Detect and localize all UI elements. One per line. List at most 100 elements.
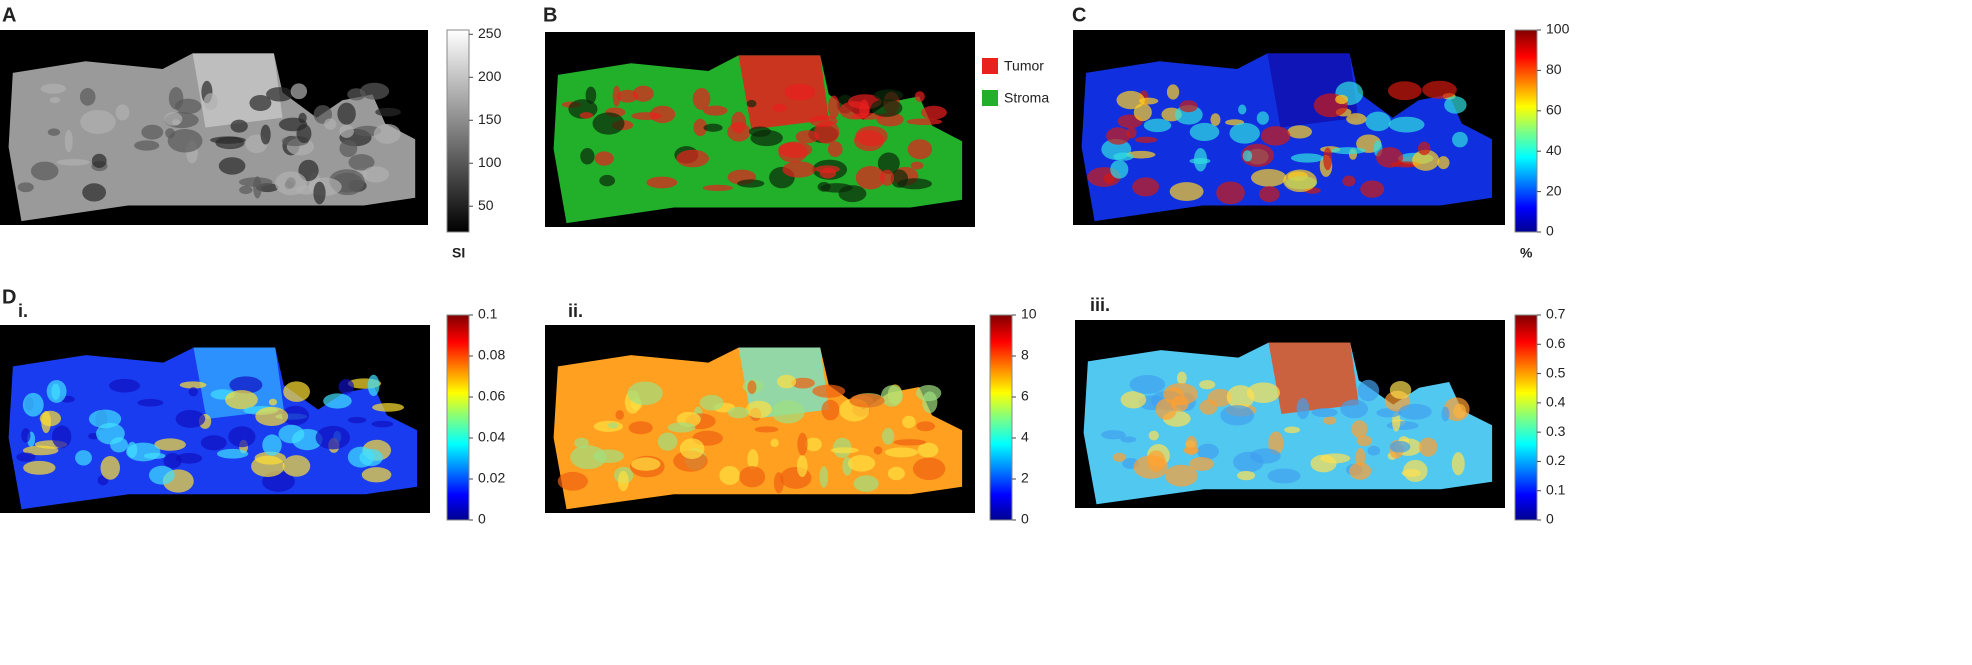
texture-blob [1220, 405, 1255, 426]
texture-blob [249, 95, 272, 112]
colorbar-tick-label: 0.04 [478, 429, 505, 445]
texture-blob [914, 91, 925, 102]
texture-blob [148, 465, 175, 485]
colorbar-unit: % [1520, 245, 1533, 261]
texture-blob [849, 393, 885, 408]
texture-blob [218, 157, 246, 175]
texture-blob [692, 88, 711, 110]
colorbar-tick-label: 200 [478, 68, 502, 84]
colorbar-tick-label: 6 [1021, 388, 1029, 404]
texture-blob [1249, 448, 1281, 464]
texture-blob [1398, 403, 1432, 420]
texture-blob [627, 381, 663, 406]
texture-blob [1437, 156, 1450, 170]
texture-blob [748, 126, 771, 137]
texture-blob [1376, 147, 1404, 168]
texture-blob [324, 118, 337, 130]
texture-blob [693, 118, 708, 137]
texture-blob [1268, 431, 1284, 455]
texture-blob [632, 85, 654, 102]
texture-blob [1418, 437, 1438, 457]
texture-blob [1441, 406, 1450, 422]
texture-blob [126, 442, 161, 462]
texture-blob [230, 119, 248, 133]
panels: A50100150200250SIBTumorStromaC0204060801… [0, 4, 1570, 527]
texture-blob [372, 403, 405, 412]
subpanel-label: iii. [1090, 295, 1110, 315]
texture-blob [1388, 116, 1425, 133]
texture-blob [804, 437, 822, 452]
texture-blob [22, 392, 44, 417]
texture-blob [75, 450, 92, 466]
texture-blob [1323, 147, 1333, 171]
texture-blob [1357, 379, 1380, 402]
texture-blob [612, 85, 621, 107]
texture-blob [1417, 141, 1431, 156]
texture-blob [1284, 426, 1301, 434]
texture-blob [870, 99, 903, 117]
texture-blob [1166, 84, 1180, 100]
colorbar-tick-label: 0.6 [1546, 335, 1566, 351]
texture-blob [1451, 452, 1465, 476]
colorbar-tick-label: 60 [1546, 102, 1562, 118]
panel-label: A [2, 4, 16, 26]
texture-blob [592, 112, 625, 135]
texture-blob [570, 445, 607, 470]
texture-blob [916, 421, 935, 432]
texture-blob [880, 385, 903, 407]
texture-blob [855, 165, 886, 190]
texture-blob [881, 427, 895, 445]
texture-blob [268, 398, 278, 406]
texture-blob [1389, 440, 1411, 453]
texture-blob [347, 446, 375, 468]
texture-blob [747, 448, 759, 470]
texture-blob [1199, 399, 1218, 415]
texture-blob [897, 178, 933, 190]
texture-blob [778, 142, 808, 163]
texture-blob [1189, 456, 1214, 471]
texture-blob [203, 93, 218, 111]
colorbar-tick-label: 0.4 [1546, 394, 1566, 410]
colorbar-tick-label: 100 [478, 154, 502, 170]
texture-blob [1386, 421, 1419, 430]
texture-blob [47, 128, 61, 136]
tumor-region [738, 55, 829, 130]
texture-blob [1229, 122, 1260, 144]
texture-blob [260, 124, 271, 145]
texture-blob [667, 422, 696, 433]
texture-blob [594, 151, 614, 166]
texture-blob [82, 183, 107, 202]
texture-blob [337, 102, 356, 125]
colorbar [1514, 314, 1538, 521]
texture-blob [628, 421, 653, 435]
texture-blob [141, 124, 164, 140]
texture-blob [1240, 143, 1275, 167]
texture-blob [873, 89, 904, 102]
texture-blob [772, 103, 787, 112]
texture-blob [880, 169, 895, 186]
texture-blob [1143, 118, 1172, 133]
colorbar-tick-label: 0.08 [478, 347, 505, 363]
colorbar-tick-label: 100 [1546, 21, 1570, 37]
texture-blob [1116, 90, 1145, 110]
texture-blob [1342, 175, 1356, 187]
texture-blob [1331, 147, 1366, 155]
texture-blob [887, 466, 905, 481]
texture-blob [702, 184, 734, 192]
texture-blob [631, 457, 661, 471]
texture-blob [580, 148, 595, 165]
colorbar-tick-label: 2 [1021, 470, 1029, 486]
texture-blob [585, 86, 597, 104]
texture-blob [771, 400, 805, 424]
colorbar [989, 314, 1013, 521]
tumor-region [1268, 342, 1359, 414]
texture-blob [853, 475, 879, 492]
texture-blob [16, 452, 36, 462]
texture-blob [1199, 379, 1216, 390]
texture-blob [1387, 81, 1422, 101]
texture-blob [1120, 436, 1137, 443]
texture-blob [1365, 111, 1391, 132]
texture-blob [255, 406, 289, 426]
texture-blob [188, 387, 198, 397]
texture-blob [64, 129, 73, 153]
